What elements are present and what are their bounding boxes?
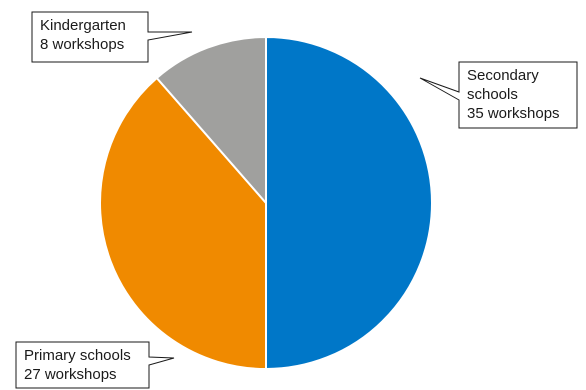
- callout-primary-schools: Primary schools 27 workshops: [15, 341, 175, 389]
- slice-label: Primary schools: [24, 347, 131, 364]
- pie-slice-primary-schools: [99, 76, 267, 371]
- callout-kindergarten: Kindergarten 8 workshops: [31, 11, 193, 63]
- slice-label: schools: [467, 86, 518, 103]
- callout-box: [15, 341, 175, 389]
- slice-label: Kindergarten: [40, 17, 126, 34]
- callout-box: [31, 11, 193, 63]
- slice-label: 27 workshops: [24, 366, 117, 383]
- slice-label: 35 workshops: [467, 105, 560, 122]
- pie-callouts: Secondary schools 35 workshops Primary scho…: [15, 11, 578, 389]
- pie-slices: [99, 35, 433, 371]
- slice-label: 8 workshops: [40, 36, 124, 53]
- callout-box: [419, 61, 578, 129]
- pie-slice-secondary-schools: [265, 35, 433, 371]
- pie-slice-kindergarten: [155, 35, 267, 206]
- slice-label: Secondary: [467, 67, 539, 84]
- callout-secondary-schools: Secondary schools 35 workshops: [419, 61, 578, 129]
